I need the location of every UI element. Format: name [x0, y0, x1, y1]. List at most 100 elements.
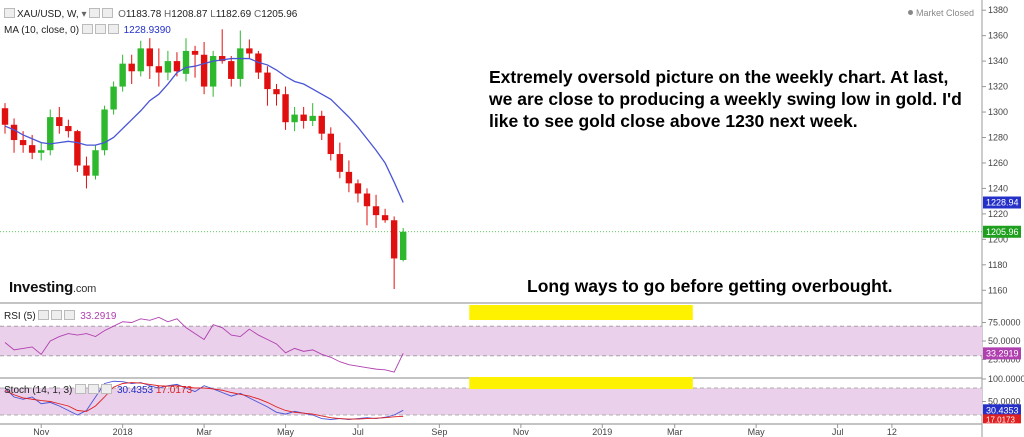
candle-body [38, 150, 45, 153]
rsi-value-tag [983, 347, 1021, 360]
y-tick-label: 1220 [988, 209, 1008, 219]
settings-icon[interactable] [102, 8, 114, 18]
candle-body [291, 114, 298, 123]
candle-body [74, 131, 81, 166]
candle-body [219, 56, 226, 62]
candle-body [10, 124, 18, 141]
stoch-legend: Stoch (14, 1, 3) 30.4353 17.0173 [4, 384, 192, 396]
candle-body [327, 133, 334, 155]
rsi-label: RSI (5) [4, 311, 36, 322]
candle-body [400, 231, 407, 260]
y-tick-label: 1380 [988, 5, 1008, 15]
candle-body [92, 150, 99, 176]
x-tick-label: Nov [513, 427, 530, 437]
close-icon[interactable] [101, 384, 113, 394]
candle-body [363, 193, 371, 207]
rsi-band [0, 326, 982, 356]
x-tick-label: Jul [832, 427, 844, 437]
stoch-k-line [4, 380, 404, 420]
candle-body [237, 48, 244, 79]
rsi-tick-label: 75.0000 [988, 318, 1021, 328]
symbol-header: XAU/USD, W, ▾ O1183.78 H1208.87 L1182.69… [4, 8, 297, 20]
eye-icon[interactable] [38, 310, 50, 320]
investing-logo: Investing.com [9, 279, 96, 296]
open-value: 1183.78 [125, 9, 162, 20]
candle-body [228, 61, 235, 79]
candle-body [300, 114, 307, 121]
interval-dropdown-icon[interactable]: ▾ [81, 9, 87, 20]
y-tick-label: 1340 [988, 56, 1008, 66]
candle-body [128, 63, 135, 72]
symbol-icon [4, 8, 15, 18]
candle-body [309, 115, 316, 121]
candle-body [19, 140, 27, 146]
ma-label: MA (10, close, 0) [4, 25, 80, 36]
x-tick-label: 12 [887, 427, 897, 437]
candle-body [273, 89, 280, 95]
rsi-tick-label: 50.0000 [988, 336, 1021, 346]
candle-body [345, 171, 353, 184]
stoch-highlight [469, 377, 693, 389]
close-label: C [253, 9, 262, 20]
candle-body [1, 108, 9, 125]
candle-body [47, 117, 54, 151]
y-tick-label: 1260 [988, 158, 1008, 168]
ma-value: 1228.9390 [123, 25, 171, 36]
stoch-d-tag-label: 17.0173 [986, 415, 1015, 424]
settings-icon[interactable] [51, 310, 63, 320]
y-tick-label: 1300 [988, 107, 1008, 117]
candle-body [264, 72, 271, 90]
logo-main: Investing [9, 279, 74, 296]
candle-body [101, 109, 108, 151]
candle-body [209, 56, 217, 87]
ma-price-tag [983, 196, 1021, 209]
stoch-tick-label: 50.0000 [988, 397, 1021, 407]
settings-icon[interactable] [94, 24, 106, 34]
candle-body [65, 126, 72, 132]
close-icon[interactable] [107, 24, 119, 34]
market-status-text: Market Closed [915, 8, 974, 18]
last-price-tag [983, 225, 1021, 238]
stoch-tick-label: 100.0000 [988, 374, 1024, 384]
open-label: O [118, 9, 126, 20]
eye-icon[interactable] [89, 8, 101, 18]
y-tick-label: 1320 [988, 82, 1008, 92]
candle-body [83, 165, 90, 176]
candle-body [146, 48, 153, 67]
eye-icon[interactable] [75, 384, 87, 394]
candle-body [282, 94, 289, 123]
x-tick-label: May [748, 427, 766, 437]
close-value: 1205.96 [261, 9, 298, 20]
stoch-d-line [4, 382, 404, 420]
ma-price-tag-label: 1228.94 [986, 198, 1019, 208]
status-dot-icon [907, 10, 913, 15]
high-value: 1208.87 [171, 9, 208, 20]
x-tick-label: Mar [196, 427, 212, 437]
candle-body [336, 154, 344, 172]
low-label: L [210, 9, 216, 20]
candle-body [182, 50, 190, 74]
close-icon[interactable] [64, 310, 76, 320]
candle-body [173, 61, 181, 72]
symbol-label: XAU/USD, W, [17, 9, 79, 20]
eye-icon[interactable] [81, 24, 93, 34]
high-label: H [164, 9, 172, 20]
logo-domain: .com [73, 283, 97, 295]
y-tick-label: 1360 [988, 31, 1008, 41]
settings-icon[interactable] [88, 384, 100, 394]
stoch-d-value: 17.0173 [155, 385, 193, 396]
annotation-main: Extremely oversold picture on the weekly… [489, 67, 962, 131]
x-tick-label: Jul [352, 427, 364, 437]
x-tick-label: Mar [667, 427, 683, 437]
annotation-bottom: Long ways to go before getting overbough… [527, 276, 893, 296]
low-value: 1182.69 [215, 9, 252, 20]
ma-legend: MA (10, close, 0) 1228.9390 [4, 24, 171, 36]
candle-body [164, 61, 172, 73]
candle-body [119, 63, 126, 87]
rsi-value: 33.2919 [80, 311, 117, 322]
y-tick-label: 1280 [988, 132, 1008, 142]
y-tick-label: 1160 [988, 285, 1007, 295]
candle-body [200, 54, 208, 87]
candle-body [110, 86, 117, 110]
